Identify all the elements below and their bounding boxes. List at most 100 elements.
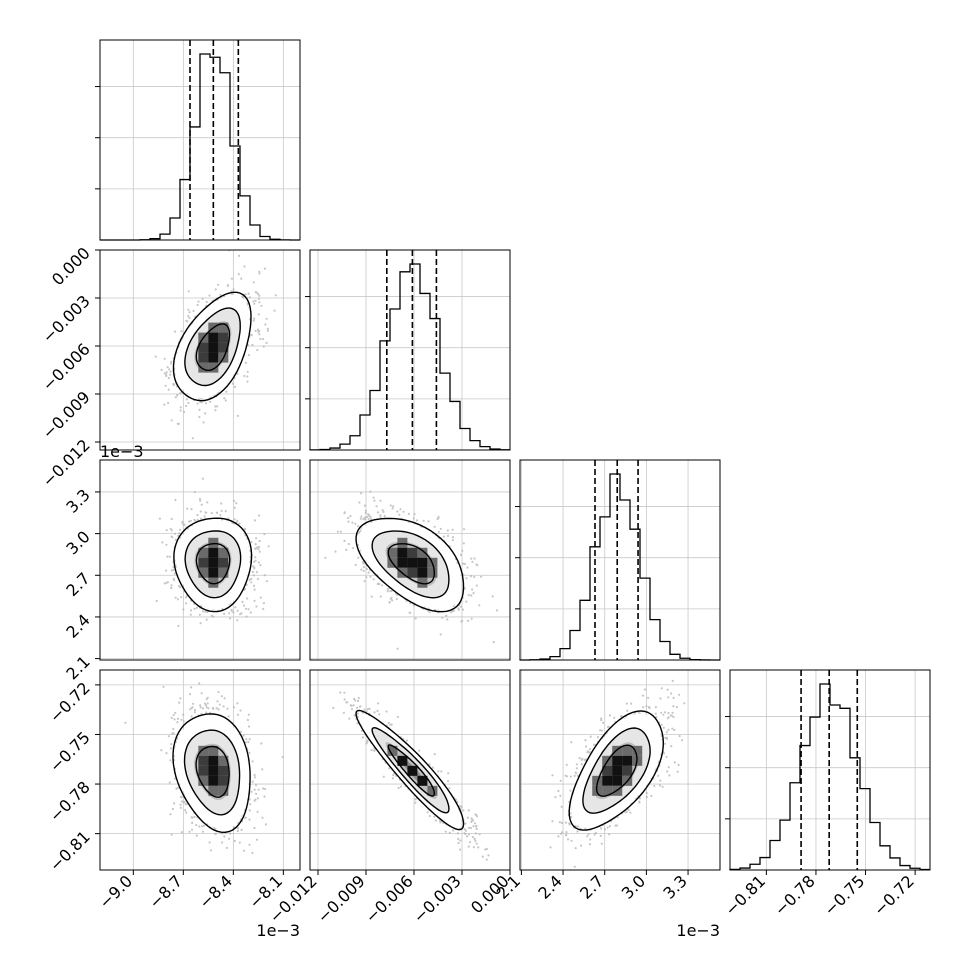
panel-content [549,679,686,868]
hist-step-0 [100,53,300,241]
density-block [417,547,428,558]
density-block [208,785,219,796]
hist-panel-0 [95,39,301,241]
density-block [407,557,418,568]
scatter-panel-2-1 [309,459,511,661]
density-block [208,567,219,578]
density-block [218,765,229,776]
density-block [417,567,428,578]
x-tick-label: 2.4 [534,871,565,902]
hist-frame-3 [729,669,931,871]
density-block [407,567,418,578]
density-block [612,745,623,756]
contour-line [183,729,241,816]
density-block [622,745,633,756]
density-block [208,547,219,558]
figure: −9.0 −8.7 −8.4 −8.11e−3−0.012−0.009−0.006−0… [39,39,931,940]
density-block [407,765,418,776]
hist-panel-2 [515,459,721,661]
contour-line [568,710,665,831]
density-block [397,537,408,548]
x-tick-label: −0.009 [314,871,369,926]
density-block [397,557,408,568]
density-block [602,775,613,786]
density-block [198,557,209,568]
density-block [198,567,209,578]
hist-panel-1 [305,249,511,451]
density-block [208,765,219,776]
contour-line [387,543,435,585]
y-tick-label: −0.78 [46,777,94,825]
contour-line [184,307,241,387]
density-block [208,557,219,568]
hist-frame-0 [99,39,301,241]
density-block [208,362,219,373]
x-tick-label: −8.4 [195,871,236,912]
density-block [208,332,219,343]
density-block [208,577,219,588]
scatter-panel-3-1 [309,669,511,871]
scatter-panel-1-0 [99,249,301,451]
x-tick-label: −8.7 [145,871,186,912]
density-block [218,342,229,353]
density-block [208,755,219,766]
contour-line [355,517,465,613]
density-block [198,547,209,558]
y-tick-label: −0.012 [39,435,94,490]
contour-line [387,744,435,797]
contour-line [371,530,450,599]
panel-frame [309,459,511,661]
density-block [218,547,229,558]
panel-frame [309,669,511,871]
density-block [612,775,623,786]
x-tick-label: −0.72 [870,871,918,919]
x-tick-label: −0.006 [362,871,417,926]
x-tick-label: −0.003 [410,871,465,926]
panel-frame [99,459,301,661]
x-tick-label: 3.3 [659,871,690,902]
contour-line [195,543,231,585]
density-block [602,785,613,796]
scatter-points [155,477,270,627]
scatter-panel-3-2 [519,669,721,871]
y-tick-label: −0.006 [39,339,94,394]
contour-line [355,709,465,831]
contour-line [371,726,450,814]
density-block [427,567,438,578]
panel-content [124,682,284,854]
x-tick-label: −0.75 [820,871,868,919]
density-block [622,765,633,776]
y-tick-label: 0.000 [48,243,94,289]
y-tick-label: 2.7 [62,569,93,600]
y-tick-label: −0.72 [46,678,94,726]
scatter-points [124,682,284,854]
density-block [427,785,438,796]
x-tick-label: 3.0 [618,871,649,902]
contour-line [195,323,231,371]
panel-frame [99,249,301,451]
density-block [218,322,229,333]
scatter-panel-3-0 [99,669,301,871]
density-block [208,537,219,548]
density-block [397,755,408,766]
density-block [417,577,428,588]
panel-content [324,490,510,650]
density-block [218,775,229,786]
density-block [218,755,229,766]
density-block [198,755,209,766]
density-block [612,765,623,776]
density-block [218,332,229,343]
contour-line [172,291,252,402]
density-block [198,362,209,373]
density-block [208,352,219,363]
density-block [198,352,209,363]
hist-frame-1 [309,249,511,451]
panel-content [154,250,277,440]
y-offset-label: 1e−3 [100,442,144,461]
contour-line [582,727,651,814]
x-tick-label: 2.7 [576,871,607,902]
y-tick-label: 2.4 [62,610,93,641]
panel-content [332,691,490,861]
contour-line [173,517,253,613]
